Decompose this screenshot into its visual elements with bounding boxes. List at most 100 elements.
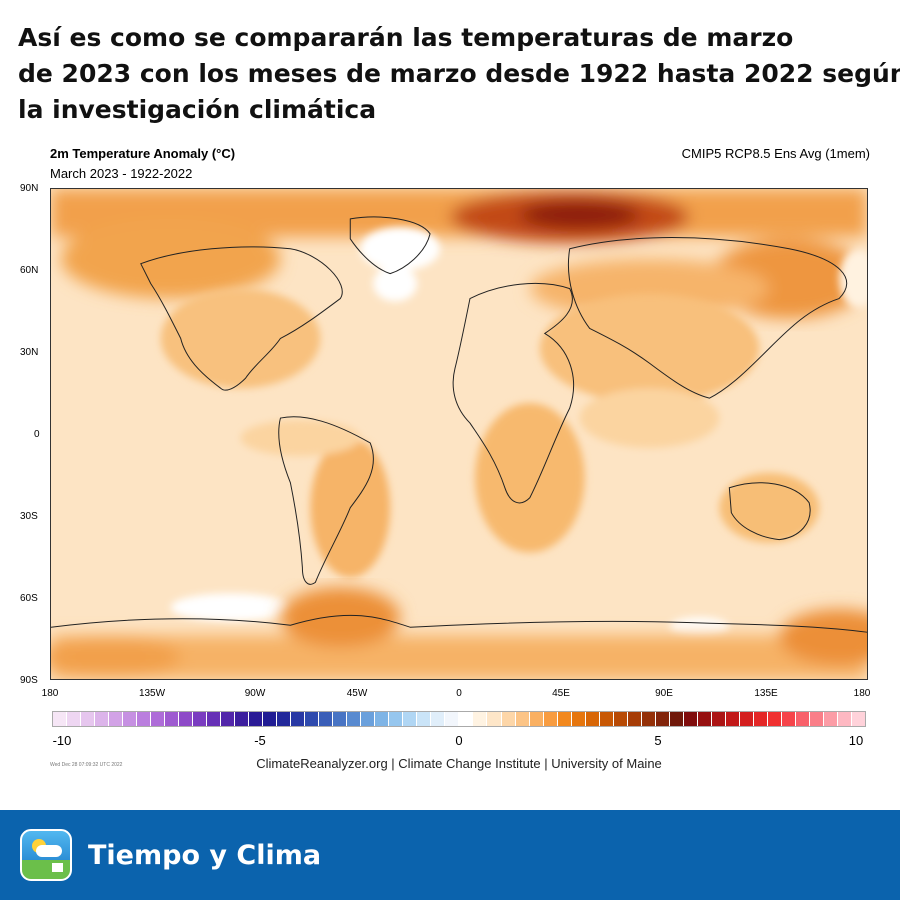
continent-outlines bbox=[51, 216, 867, 633]
colorbar-swatch bbox=[95, 712, 110, 726]
asia-outline bbox=[567, 237, 848, 399]
colorbar-swatch bbox=[123, 712, 138, 726]
colorbar-swatch bbox=[795, 712, 810, 726]
lat-label: 60N bbox=[20, 265, 39, 276]
colorbar-swatch bbox=[305, 712, 320, 726]
lon-label: 180 bbox=[41, 688, 59, 699]
colorbar-swatch bbox=[361, 712, 376, 726]
lat-label: 30N bbox=[20, 347, 39, 358]
colorbar-swatch bbox=[613, 712, 628, 726]
europe-africa-outline bbox=[452, 282, 574, 504]
colorbar-swatch bbox=[417, 712, 432, 726]
colorbar-swatch bbox=[137, 712, 152, 726]
land-warm-patches bbox=[160, 288, 820, 578]
colorbar-swatch bbox=[53, 712, 68, 726]
lat-label: 0 bbox=[34, 429, 40, 440]
colorbar-swatch bbox=[221, 712, 236, 726]
house-icon bbox=[52, 863, 63, 872]
colorbar-swatch bbox=[277, 712, 292, 726]
colorbar-swatch bbox=[683, 712, 698, 726]
colorbar-swatch bbox=[235, 712, 250, 726]
lon-label: 180 bbox=[853, 688, 871, 699]
colorbar-swatch bbox=[557, 712, 572, 726]
headline-line-2: de 2023 con los meses de marzo desde 192… bbox=[18, 59, 900, 88]
colorbar-swatch bbox=[487, 712, 502, 726]
colorbar-swatch bbox=[725, 712, 740, 726]
colorbar-swatch bbox=[669, 712, 684, 726]
colorbar-swatch bbox=[179, 712, 194, 726]
greenland-outline bbox=[349, 216, 431, 275]
antarctic-warm-band bbox=[51, 587, 867, 679]
colorbar-tick-label: 10 bbox=[848, 733, 864, 748]
colorbar-swatch bbox=[543, 712, 558, 726]
colorbar-swatch bbox=[599, 712, 614, 726]
colorbar-swatch bbox=[697, 712, 712, 726]
lon-label: 45E bbox=[552, 688, 570, 699]
antarctica-outline bbox=[51, 614, 867, 633]
colorbar-swatch bbox=[67, 712, 82, 726]
map-subtitle: March 2023 - 1922-2022 bbox=[50, 166, 193, 181]
colorbar-swatch bbox=[655, 712, 670, 726]
colorbar-swatch bbox=[641, 712, 656, 726]
lon-label: 135W bbox=[138, 688, 166, 699]
colorbar-tick-label: 5 bbox=[654, 733, 662, 748]
colorbar-swatch bbox=[571, 712, 586, 726]
north-america-outline bbox=[140, 246, 343, 391]
colorbar-tick-label: 0 bbox=[455, 733, 463, 748]
headline: Así es como se compararán las temperatur… bbox=[18, 20, 900, 128]
near-zero-patches bbox=[170, 226, 867, 638]
lat-label: 60S bbox=[20, 593, 38, 604]
colorbar-swatch bbox=[501, 712, 516, 726]
map-canvas bbox=[51, 189, 867, 679]
colorbar-swatch bbox=[753, 712, 768, 726]
footer-banner: Tiempo y Clima bbox=[0, 810, 900, 900]
headline-line-1: Así es como se compararán las temperatur… bbox=[18, 23, 794, 52]
colorbar-swatch bbox=[389, 712, 404, 726]
colorbar-swatch bbox=[837, 712, 852, 726]
colorbar-swatch bbox=[781, 712, 796, 726]
generated-timestamp: Wed Dec 28 07:09:32 UTC 2022 bbox=[50, 762, 123, 768]
color-scale-bar bbox=[52, 711, 866, 727]
cloud-icon bbox=[36, 845, 62, 857]
colorbar-tick-label: -10 bbox=[52, 733, 72, 748]
weather-app-icon bbox=[20, 829, 72, 881]
colorbar-swatch bbox=[151, 712, 166, 726]
headline-line-3: la investigación climática bbox=[18, 95, 377, 124]
colorbar-swatch bbox=[529, 712, 544, 726]
map-title: 2m Temperature Anomaly (°C) bbox=[50, 146, 236, 161]
colorbar-swatch bbox=[319, 712, 334, 726]
lat-label: 90S bbox=[20, 675, 38, 686]
temperature-anomaly-map bbox=[50, 188, 868, 680]
colorbar-swatch bbox=[165, 712, 180, 726]
colorbar-swatch bbox=[473, 712, 488, 726]
colorbar-swatch bbox=[767, 712, 782, 726]
colorbar-swatch bbox=[263, 712, 278, 726]
lon-label: 135E bbox=[754, 688, 778, 699]
credits-line: ClimateReanalyzer.org | Climate Change I… bbox=[256, 756, 662, 771]
colorbar-swatch bbox=[515, 712, 530, 726]
colorbar-swatch bbox=[375, 712, 390, 726]
colorbar-swatch bbox=[249, 712, 264, 726]
lon-label: 90W bbox=[244, 688, 266, 699]
lat-label: 30S bbox=[20, 511, 38, 522]
colorbar-swatch bbox=[851, 712, 865, 726]
colorbar-swatch bbox=[193, 712, 208, 726]
colorbar-swatch bbox=[109, 712, 124, 726]
colorbar-tick-label: -5 bbox=[254, 733, 266, 748]
lon-label: 90E bbox=[655, 688, 673, 699]
colorbar-swatch bbox=[333, 712, 348, 726]
model-label: CMIP5 RCP8.5 Ens Avg (1mem) bbox=[681, 146, 870, 161]
colorbar-swatch bbox=[347, 712, 362, 726]
colorbar-swatch bbox=[431, 712, 446, 726]
app-name: Tiempo y Clima bbox=[88, 839, 322, 871]
colorbar-swatch bbox=[711, 712, 726, 726]
colorbar-swatch bbox=[81, 712, 96, 726]
colorbar-swatch bbox=[207, 712, 222, 726]
colorbar-swatch bbox=[585, 712, 600, 726]
colorbar-swatch bbox=[445, 712, 460, 726]
colorbar-swatch bbox=[627, 712, 642, 726]
south-america-outline bbox=[278, 416, 374, 585]
arctic-warm-band bbox=[51, 189, 867, 319]
lon-label: 45W bbox=[346, 688, 368, 699]
colorbar-swatch bbox=[291, 712, 306, 726]
